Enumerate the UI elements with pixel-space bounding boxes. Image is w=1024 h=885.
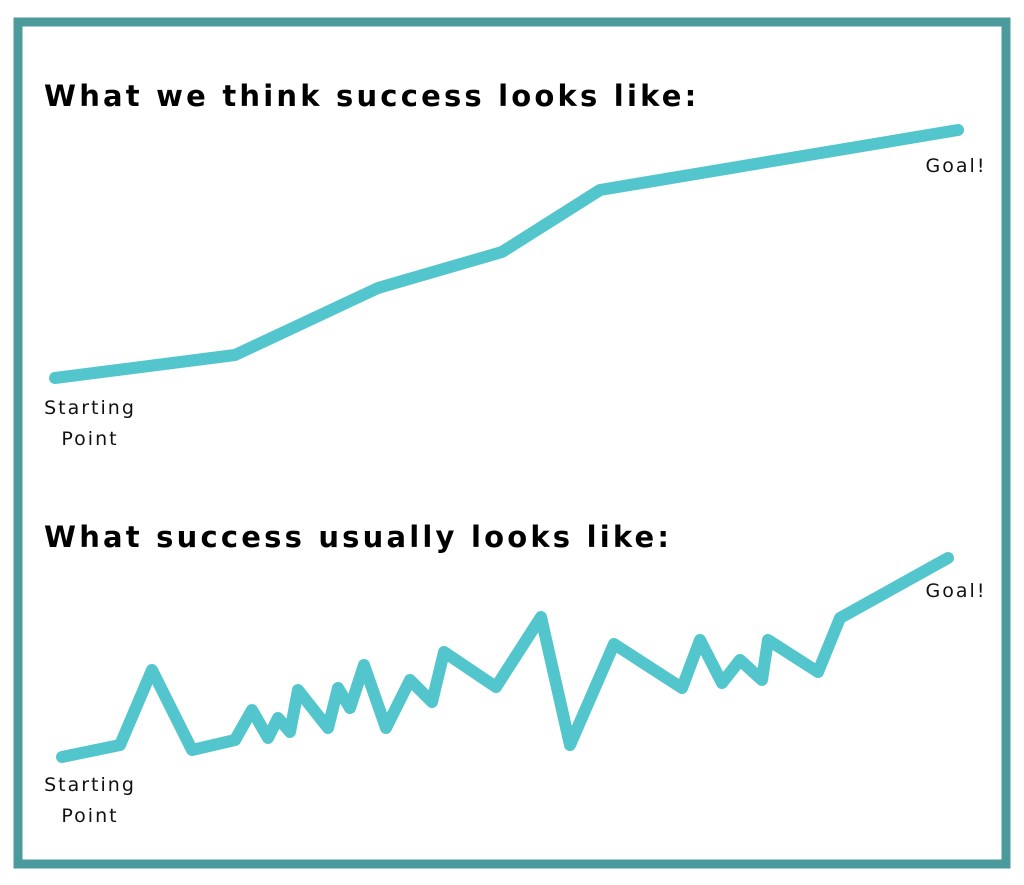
goal-label: Goal! <box>926 580 987 602</box>
start-label: Starting <box>44 774 136 796</box>
start-label: Point <box>61 805 118 827</box>
expected-path <box>49 124 964 384</box>
goal-label: Goal! <box>926 155 987 177</box>
section-title: What success usually looks like: <box>44 520 672 554</box>
start-label: Starting <box>44 397 136 419</box>
start-label: Point <box>61 428 118 450</box>
section-title: What we think success looks like: <box>44 79 699 113</box>
actual-path <box>56 552 954 763</box>
